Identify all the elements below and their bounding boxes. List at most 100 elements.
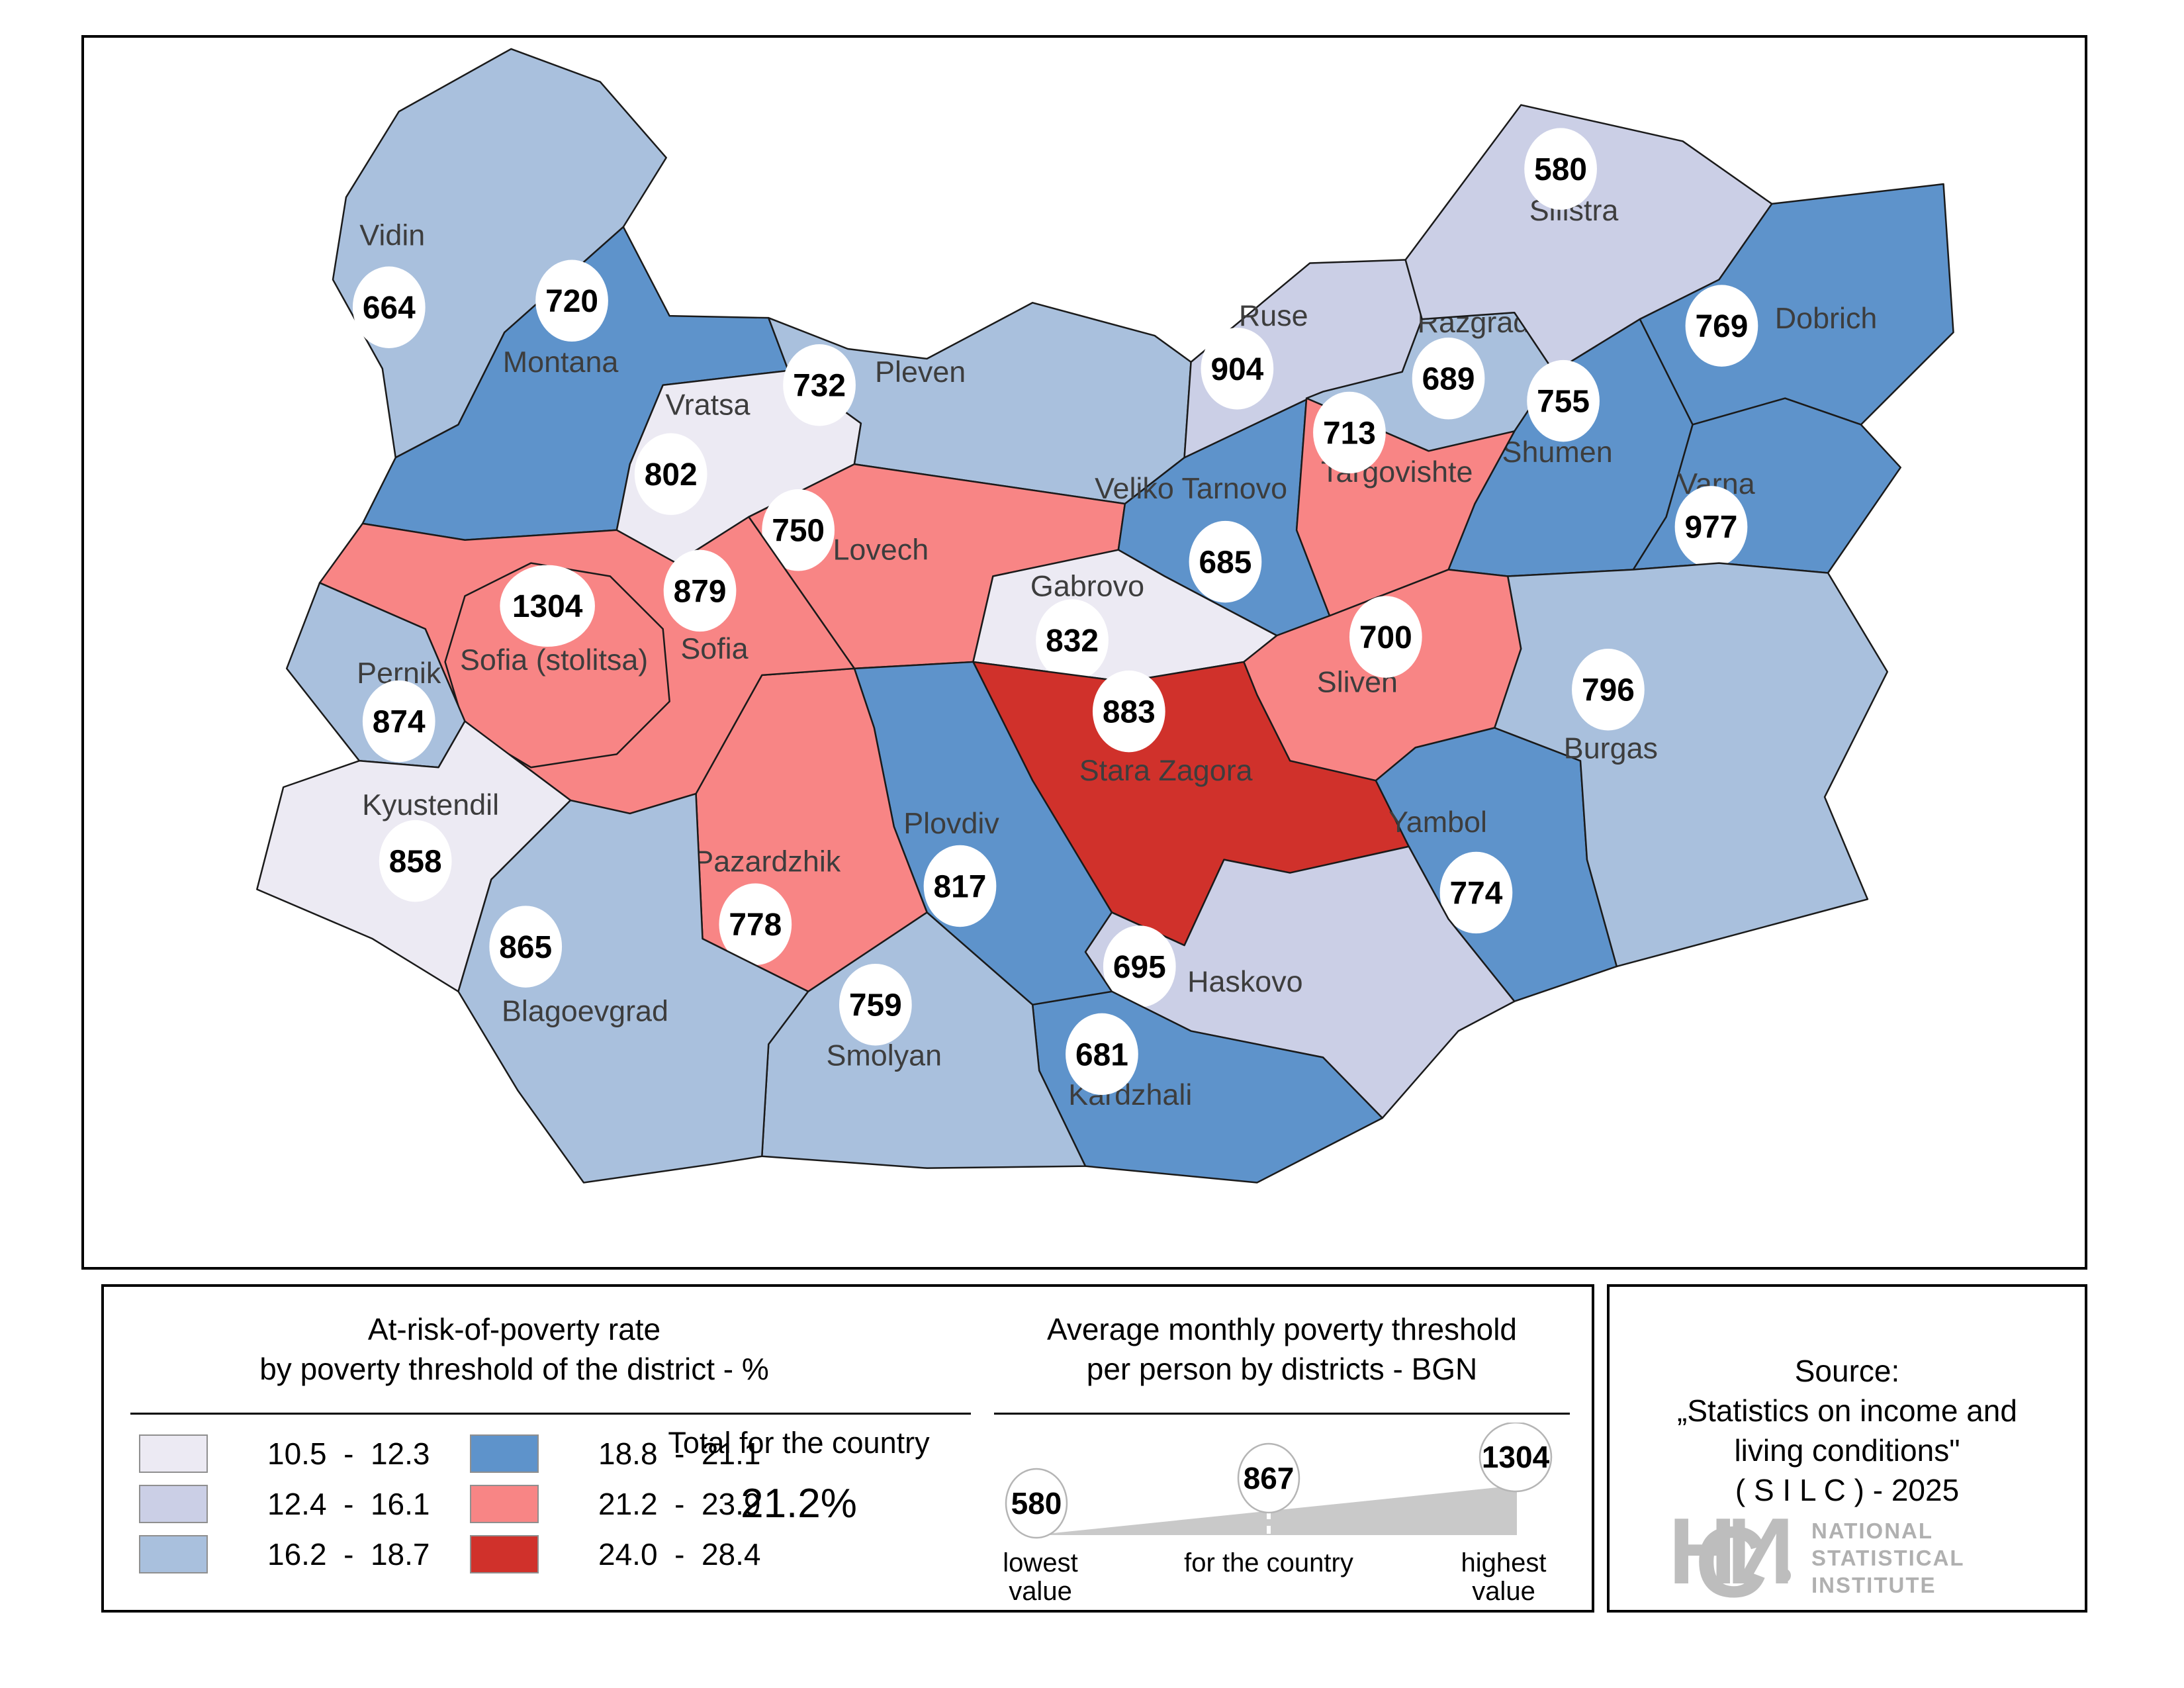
district-pazardzhik: Pazardzhik 778 [694, 667, 928, 993]
value-bubble [1349, 596, 1422, 678]
district-name-label: Yambol [1388, 805, 1487, 839]
value-bubble [719, 883, 792, 965]
threshold-title-line1: Average monthly poverty threshold [1047, 1312, 1517, 1346]
value-bubble [352, 266, 426, 348]
district-name-label: Dobrich [1775, 301, 1878, 335]
district-value: 755 [1537, 385, 1590, 420]
bulgaria-map: Vidin 664 Montana 720 Vratsa 802 Pleven 732 Love… [256, 48, 1954, 1184]
legend-swatch [139, 1485, 208, 1523]
value-bubble [1066, 1013, 1138, 1096]
district-name-label: Vidin [359, 218, 425, 252]
value-bubble [1189, 520, 1262, 603]
district-kyustendil: Kyustendil 858 [256, 720, 572, 993]
value-bubble [500, 565, 595, 647]
legend-item: 18.8 - 21.1 [470, 1434, 761, 1474]
district-value: 732 [793, 369, 846, 404]
value-bubble [1524, 128, 1597, 210]
district-name-label: Sofia [680, 632, 748, 665]
district-haskovo: Haskovo 695 [1084, 845, 1516, 1119]
district-value: 700 [1359, 620, 1412, 655]
district-name-label: Blagoevgrad [502, 994, 668, 1028]
district-value: 774 [1449, 876, 1502, 911]
district-name-label: Vratsa [665, 388, 750, 422]
value-bubble [1439, 851, 1513, 934]
lowest-value-bubble [1005, 1468, 1068, 1539]
legend-range-label: 21.2 - 23.9 [598, 1487, 761, 1521]
value-bubble [783, 344, 856, 426]
district-name-label: Burgas [1564, 731, 1658, 765]
value-bubble [1572, 649, 1645, 731]
district-name-label: Pazardzhik [694, 845, 841, 878]
value-bubble [1313, 391, 1386, 474]
logo-letter-n: Н [1672, 1505, 1737, 1604]
country-total-label: Total for the country [668, 1426, 930, 1460]
legend-divider [130, 1413, 971, 1415]
country-value: 867 [1244, 1461, 1295, 1495]
lowest-label-line2: value [1009, 1577, 1072, 1605]
district-value: 685 [1199, 545, 1251, 581]
nsi-logo-icon: Н С И [1672, 1505, 1794, 1605]
value-bubble [489, 906, 563, 988]
district-value: 832 [1046, 624, 1099, 659]
district-value: 1304 [512, 589, 583, 624]
district-name-label: Pleven [875, 355, 966, 389]
district-sofia-stolitsa: Sofia (stolitsa) 1304 [444, 562, 670, 769]
legend-swatch [470, 1535, 539, 1573]
district-name-label: Sofia (stolitsa) [460, 643, 648, 677]
highest-value-bubble [1479, 1423, 1553, 1493]
institute-name: NATIONAL STATISTICAL INSTITUTE [1811, 1517, 1965, 1599]
institute-line1: NATIONAL [1811, 1519, 1934, 1543]
legend-panel: At-risk-of-poverty rate by poverty thres… [101, 1284, 1594, 1613]
lowest-label-line1: lowest [1003, 1548, 1077, 1577]
highest-label-line1: highest [1461, 1548, 1547, 1577]
map-panel: Vidin 664 Montana 720 Vratsa 802 Pleven 732 Love… [81, 35, 2087, 1270]
value-bubble [1685, 285, 1758, 367]
district-value: 580 [1534, 152, 1587, 187]
district-value: 778 [729, 908, 782, 943]
district-burgas: Burgas 796 [1494, 562, 1889, 968]
district-name-label: Montana [503, 345, 619, 379]
value-bubble [535, 259, 608, 342]
district-value: 904 [1210, 352, 1263, 387]
legend-title-line1: At-risk-of-poverty rate [367, 1312, 661, 1346]
legend-item: 16.2 - 18.7 [139, 1534, 430, 1574]
legend-range-label: 16.2 - 18.7 [267, 1537, 430, 1571]
highest-label-line2: value [1472, 1577, 1535, 1605]
district-shape [457, 792, 809, 1184]
value-bubble [362, 680, 435, 763]
district-plovdiv: Plovdiv 817 [853, 661, 1113, 1006]
value-bubble [1092, 670, 1165, 753]
value-bubble [634, 433, 707, 515]
district-name-label: Veliko Tarnovo [1095, 471, 1287, 505]
district-value: 874 [373, 705, 426, 740]
district-value: 750 [772, 514, 825, 549]
legend-swatch [470, 1485, 539, 1523]
district-value: 883 [1103, 695, 1156, 730]
value-bubble [379, 820, 452, 902]
district-value: 879 [674, 574, 727, 609]
district-vidin: Vidin 664 [332, 48, 667, 459]
value-bubble [663, 549, 737, 632]
highest-value: 1304 [1482, 1440, 1550, 1474]
district-value: 713 [1323, 416, 1376, 451]
threshold-divider [994, 1413, 1570, 1415]
country-value-bubble [1237, 1442, 1300, 1514]
legend-item: 21.2 - 23.9 [470, 1484, 761, 1524]
legend-swatch [139, 1434, 208, 1473]
district-value: 817 [934, 869, 987, 904]
district-name-label: Lovech [833, 533, 929, 567]
threshold-ramp: 580 867 1304 lowest value for the countr… [1003, 1423, 1553, 1605]
legend-item: 12.4 - 16.1 [139, 1484, 430, 1524]
source-panel: Source: „Statistics on income and living… [1607, 1284, 2087, 1613]
value-bubble [1527, 359, 1600, 442]
legend-swatch [470, 1434, 539, 1473]
legend-swatch [139, 1535, 208, 1573]
source-text-line2: living conditions" [1734, 1433, 1960, 1468]
district-name-label: Kyustendil [362, 788, 499, 821]
threshold-title-line2: per person by districts - BGN [1086, 1352, 1478, 1386]
lowest-value: 580 [1011, 1486, 1062, 1521]
district-veliko-tarnovo: Veliko Tarnovo 685 [1095, 391, 1331, 637]
